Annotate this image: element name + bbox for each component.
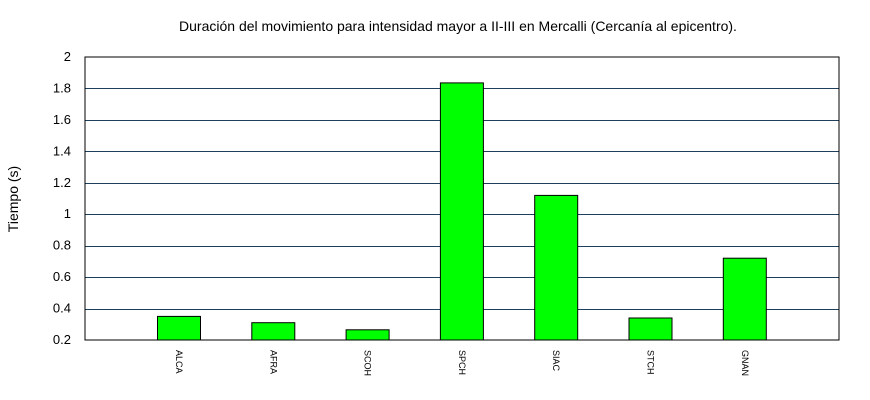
y-tick-label: 1.4 — [53, 143, 71, 158]
y-tick-label: 0.4 — [53, 301, 71, 316]
bar-scoh — [345, 329, 390, 341]
y-tick-label: 1 — [64, 206, 71, 221]
x-tick-label: SPCH — [457, 350, 467, 375]
y-tick-label: 0.8 — [53, 238, 71, 253]
x-tick-label: ALCA — [174, 350, 184, 374]
bar-alca — [157, 315, 201, 341]
chart-title: Duración del movimiento para intensidad … — [179, 18, 737, 34]
y-tick-label: 1.8 — [53, 80, 71, 95]
x-tick-label: SCOH — [363, 350, 373, 376]
bar-siac — [534, 194, 579, 341]
bar-afra — [251, 322, 296, 341]
x-tick-label: STCH — [646, 350, 656, 375]
bar-spch — [439, 82, 484, 341]
y-tick-label: 0.6 — [53, 269, 71, 284]
x-tick-label: AFRA — [268, 350, 278, 374]
x-tick-labels: ALCA AFRA SCOH SPCH SIAC STCH GNAN — [174, 350, 750, 376]
x-tick-label: GNAN — [740, 350, 750, 376]
y-tick-label: 1.6 — [53, 112, 71, 127]
bar-gnan — [722, 257, 767, 341]
bars — [157, 82, 767, 341]
x-tick-label: SIAC — [551, 350, 561, 372]
y-tick-labels: 0.2 0.4 0.6 0.8 1 1.2 1.4 1.6 1.8 2 — [53, 49, 71, 347]
y-tick-label: 2 — [64, 49, 71, 64]
plot-frame — [84, 56, 840, 341]
y-axis-label: Tiempo (s) — [5, 166, 21, 232]
y-tick-label: 1.2 — [53, 175, 71, 190]
y-tick-label: 0.2 — [53, 332, 71, 347]
bar-stch — [628, 317, 673, 341]
